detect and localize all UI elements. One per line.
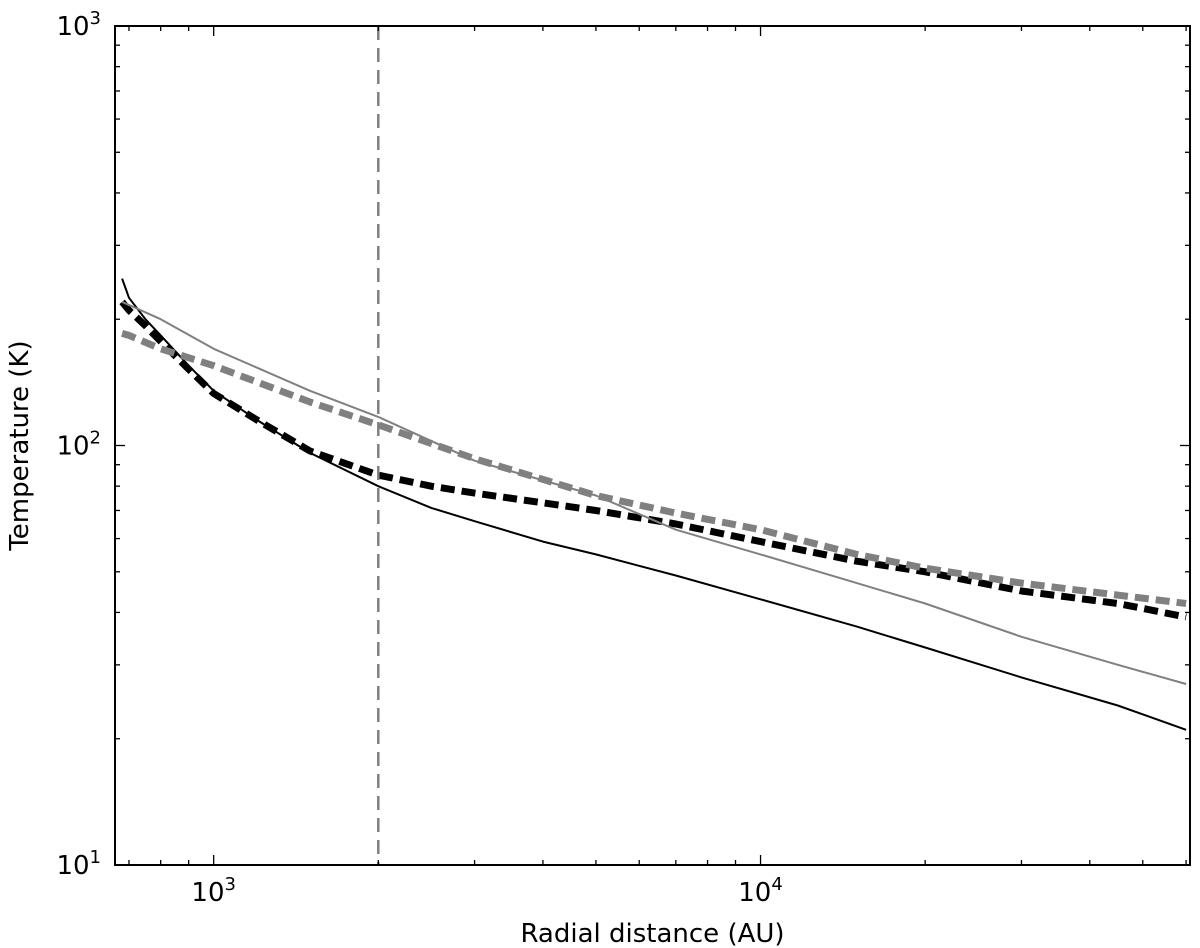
x-tick-label: 104 bbox=[738, 874, 783, 908]
series-line-4 bbox=[121, 330, 1187, 607]
x-axis-label: Radial distance (AU) bbox=[520, 919, 784, 948]
y-axis-label: Temperature (K) bbox=[5, 340, 35, 551]
y-tick-label: 103 bbox=[56, 8, 101, 42]
series-line-3 bbox=[121, 300, 1187, 685]
y-tick-label: 101 bbox=[56, 847, 101, 881]
tick-label-layer: 103 104 101 102 103 bbox=[56, 8, 782, 908]
x-tick-label: 103 bbox=[191, 874, 236, 908]
plot-frame bbox=[114, 25, 1191, 866]
series-line-2 bbox=[119, 299, 1187, 621]
y-tick-label: 102 bbox=[56, 428, 101, 462]
series-line-1 bbox=[121, 278, 1187, 731]
series-layer bbox=[119, 278, 1187, 731]
tick-layer bbox=[115, 25, 1190, 866]
